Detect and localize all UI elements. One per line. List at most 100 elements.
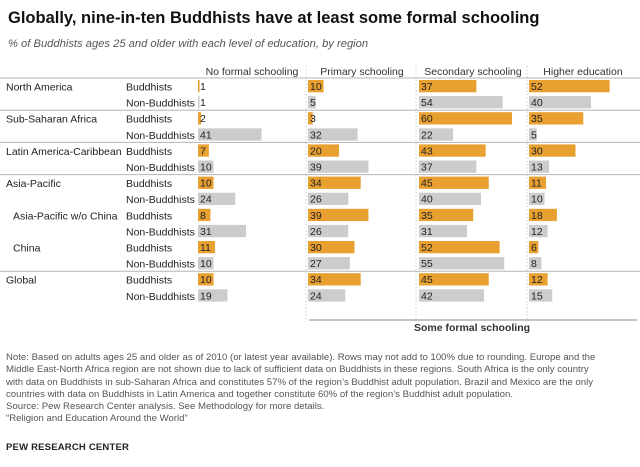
value-label-global-buddhists-no-formal-schooling: 10 <box>200 274 212 286</box>
value-label-china-buddhists-primary-schooling: 30 <box>310 242 322 254</box>
bar-asia-pacific-w-o-china-non-buddhists-secondary-schooling <box>419 224 468 238</box>
value-label-latin-america-caribbean-buddhists-no-formal-schooling: 7 <box>200 145 206 157</box>
region-label-sub-saharan-africa: Sub-Saharan Africa <box>6 114 97 126</box>
value-label-china-non-buddhists-secondary-schooling: 55 <box>421 258 433 270</box>
bar-asia-pacific-non-buddhists-secondary-schooling <box>419 192 481 205</box>
bar-sub-saharan-africa-buddhists-secondary-schooling <box>419 112 512 125</box>
value-label-global-non-buddhists-primary-schooling: 24 <box>310 290 322 302</box>
column-header-primary-schooling: Primary schooling <box>320 66 404 78</box>
bar-global-non-buddhists-primary-schooling <box>308 289 346 302</box>
footnote: Note: Based on adults ages 25 and older … <box>6 352 634 426</box>
value-label-sub-saharan-africa-non-buddhists-no-formal-schooling: 41 <box>200 129 212 141</box>
bar-sub-saharan-africa-non-buddhists-higher-education <box>529 128 537 141</box>
bar-asia-pacific-w-o-china-buddhists-no-formal-schooling <box>198 208 211 222</box>
bar-asia-pacific-non-buddhists-higher-education <box>529 192 545 205</box>
value-label-asia-pacific-buddhists-higher-education: 11 <box>531 178 542 190</box>
value-label-asia-pacific-buddhists-no-formal-schooling: 10 <box>200 178 212 190</box>
value-label-global-buddhists-secondary-schooling: 45 <box>421 274 433 286</box>
value-label-sub-saharan-africa-buddhists-primary-schooling: 3 <box>310 113 316 125</box>
value-label-asia-pacific-w-o-china-buddhists-secondary-schooling: 35 <box>421 210 433 222</box>
note-line-2: Middle East-North Africa region are not … <box>6 364 589 376</box>
value-label-latin-america-caribbean-non-buddhists-higher-education: 13 <box>531 162 543 174</box>
bar-latin-america-caribbean-buddhists-higher-education <box>529 144 576 157</box>
value-label-sub-saharan-africa-non-buddhists-primary-schooling: 32 <box>310 129 322 141</box>
value-label-china-buddhists-higher-education: 6 <box>531 242 537 254</box>
value-label-asia-pacific-w-o-china-buddhists-higher-education: 18 <box>531 210 543 222</box>
bar-china-non-buddhists-secondary-schooling <box>419 257 505 270</box>
bar-latin-america-caribbean-non-buddhists-secondary-schooling <box>419 160 477 173</box>
bar-north-america-non-buddhists-primary-schooling <box>308 96 316 109</box>
bar-global-buddhists-no-formal-schooling <box>198 273 214 286</box>
bar-latin-america-caribbean-non-buddhists-higher-education <box>529 160 550 173</box>
bar-latin-america-caribbean-non-buddhists-primary-schooling <box>308 160 369 173</box>
region-label-north-america: North America <box>6 82 73 94</box>
value-label-global-buddhists-higher-education: 12 <box>531 274 543 286</box>
bar-china-buddhists-higher-education <box>529 241 539 254</box>
bar-global-buddhists-secondary-schooling <box>419 273 489 286</box>
region-label-china: China <box>13 243 41 255</box>
bar-asia-pacific-w-o-china-non-buddhists-primary-schooling <box>308 224 349 238</box>
value-label-asia-pacific-non-buddhists-higher-education: 10 <box>531 194 543 206</box>
region-label-latin-america-caribbean: Latin America-Caribbean <box>6 146 122 158</box>
bar-china-buddhists-secondary-schooling <box>419 241 500 254</box>
bar-north-america-buddhists-higher-education <box>529 80 610 93</box>
report-line: “Religion and Education Around the World… <box>6 413 188 425</box>
source-line: Source: Pew Research Center analysis. Se… <box>6 401 325 413</box>
series-label-china-non-buddhists: Non-Buddhists <box>126 259 195 271</box>
value-label-north-america-buddhists-no-formal-schooling: 1 <box>200 81 206 93</box>
value-label-asia-pacific-w-o-china-buddhists-primary-schooling: 39 <box>310 210 322 222</box>
bar-china-buddhists-primary-schooling <box>308 241 355 254</box>
value-label-asia-pacific-non-buddhists-primary-schooling: 26 <box>310 194 322 206</box>
value-label-north-america-non-buddhists-higher-education: 40 <box>531 97 543 109</box>
value-label-north-america-non-buddhists-primary-schooling: 5 <box>310 97 316 109</box>
bar-latin-america-caribbean-buddhists-secondary-schooling <box>419 144 486 157</box>
column-header-secondary-schooling: Secondary schooling <box>424 66 522 78</box>
bar-latin-america-caribbean-buddhists-no-formal-schooling <box>198 144 209 157</box>
value-label-asia-pacific-w-o-china-non-buddhists-no-formal-schooling: 31 <box>200 226 212 238</box>
value-label-china-non-buddhists-no-formal-schooling: 10 <box>200 258 212 270</box>
note-line-4: countries with data on Buddhists in Lati… <box>6 388 514 400</box>
value-label-sub-saharan-africa-buddhists-higher-education: 35 <box>531 113 543 125</box>
bar-asia-pacific-w-o-china-non-buddhists-no-formal-schooling <box>198 224 247 238</box>
value-label-sub-saharan-africa-non-buddhists-higher-education: 5 <box>531 129 537 141</box>
bar-north-america-buddhists-no-formal-schooling <box>198 80 200 93</box>
series-label-asia-pacific-non-buddhists: Non-Buddhists <box>126 194 195 206</box>
series-label-global-buddhists: Buddhists <box>126 275 172 287</box>
bar-china-non-buddhists-higher-education <box>529 257 542 270</box>
bar-sub-saharan-africa-buddhists-higher-education <box>529 112 584 125</box>
value-label-sub-saharan-africa-buddhists-secondary-schooling: 60 <box>421 113 433 125</box>
value-label-north-america-buddhists-higher-education: 52 <box>531 81 543 93</box>
value-label-china-non-buddhists-primary-schooling: 27 <box>310 258 322 270</box>
value-label-asia-pacific-w-o-china-buddhists-no-formal-schooling: 8 <box>200 210 206 222</box>
bar-sub-saharan-africa-non-buddhists-secondary-schooling <box>419 128 454 141</box>
bar-sub-saharan-africa-buddhists-no-formal-schooling <box>198 112 202 125</box>
chart-subtitle: % of Buddhists ages 25 and older with ea… <box>8 38 369 50</box>
series-label-north-america-buddhists: Buddhists <box>126 82 172 94</box>
series-label-latin-america-caribbean-non-buddhists: Non-Buddhists <box>126 162 195 174</box>
value-label-latin-america-caribbean-non-buddhists-primary-schooling: 39 <box>310 162 322 174</box>
region-label-asia-pacific: Asia-Pacific <box>6 178 61 190</box>
value-label-asia-pacific-w-o-china-non-buddhists-higher-education: 12 <box>531 226 543 238</box>
bar-north-america-buddhists-secondary-schooling <box>419 80 477 93</box>
bracket-label: Some formal schooling <box>414 322 530 334</box>
bar-global-buddhists-primary-schooling <box>308 273 361 286</box>
bar-asia-pacific-non-buddhists-no-formal-schooling <box>198 192 236 205</box>
region-label-global: Global <box>6 275 36 287</box>
bar-global-non-buddhists-no-formal-schooling <box>198 289 228 302</box>
bar-china-non-buddhists-primary-schooling <box>308 257 350 270</box>
value-label-latin-america-caribbean-buddhists-primary-schooling: 20 <box>310 145 322 157</box>
value-label-latin-america-caribbean-non-buddhists-secondary-schooling: 37 <box>421 162 433 174</box>
series-label-asia-pacific-w-o-china-non-buddhists: Non-Buddhists <box>126 226 195 238</box>
education-chart: No formal schooling Primary schooling Seco… <box>0 66 640 334</box>
series-label-asia-pacific-buddhists: Buddhists <box>126 178 172 190</box>
chart-title: Globally, nine-in-ten Buddhists have at … <box>8 9 540 27</box>
value-label-asia-pacific-non-buddhists-secondary-schooling: 40 <box>421 194 433 206</box>
value-label-sub-saharan-africa-non-buddhists-secondary-schooling: 22 <box>421 129 433 141</box>
column-header-no-formal-schooling: No formal schooling <box>206 66 299 78</box>
value-label-asia-pacific-w-o-china-non-buddhists-secondary-schooling: 31 <box>421 226 433 238</box>
note-line-3: with data on Buddhists in sub-Saharan Af… <box>6 376 594 388</box>
bar-global-buddhists-higher-education <box>529 273 548 286</box>
bar-north-america-buddhists-primary-schooling <box>308 80 324 93</box>
bar-global-non-buddhists-secondary-schooling <box>419 289 485 302</box>
bar-north-america-non-buddhists-secondary-schooling <box>419 96 503 109</box>
